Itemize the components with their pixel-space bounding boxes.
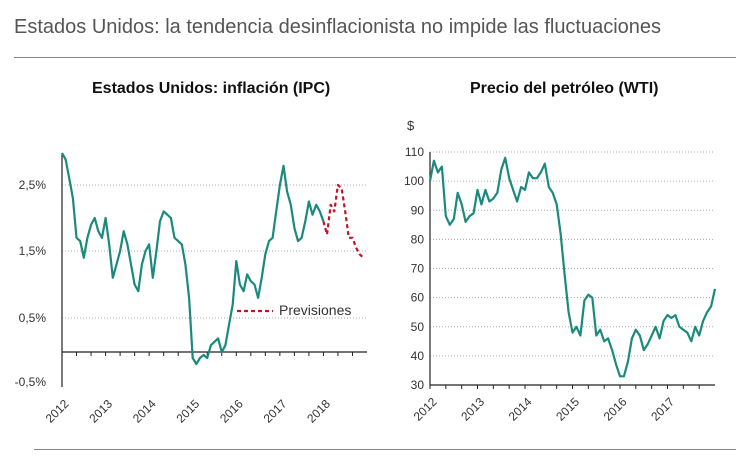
cpi-x-tick-label: 2014 — [130, 397, 159, 426]
oil-y-tick-label: 110 — [405, 145, 424, 159]
cpi-y-tick-label: 1,5% — [19, 244, 47, 258]
cpi-series-line — [61, 152, 325, 366]
cpi-x-tick-label: 2017 — [261, 397, 290, 426]
oil-series-line — [428, 156, 717, 378]
oil-x-tick-label: 2012 — [411, 395, 440, 424]
oil-y-tick-label: 50 — [411, 320, 425, 334]
bottom-divider — [34, 449, 736, 450]
oil-y-tick-label: 100 — [404, 174, 424, 188]
oil-x-tick-label: 2017 — [648, 395, 677, 424]
cpi-y-tick-label: 2,5% — [19, 178, 47, 192]
cpi-x-tick-label: 2015 — [173, 397, 202, 426]
cpi-x-tick-label: 2012 — [43, 397, 72, 426]
cpi-x-tick-label: 2016 — [217, 397, 246, 426]
oil-y-tick-label: 30 — [411, 378, 425, 392]
oil-chart: $110 100 90 80 70 60 50 40 30 2012 2013 2014 2015 201… — [404, 118, 717, 424]
oil-y-tick-label: 80 — [411, 232, 425, 246]
cpi-x-tick-label: 2018 — [304, 397, 333, 426]
oil-y-tick-label: 70 — [411, 262, 425, 276]
oil-y-tick-label: 90 — [411, 203, 425, 217]
oil-y-tick-label: 60 — [411, 291, 425, 305]
cpi-y-tick-label: -0,5% — [15, 375, 47, 389]
cpi-y-tick-label: 0,5% — [19, 311, 47, 325]
legend-forecast-label: Previsiones — [279, 302, 351, 318]
cpi-chart: 2,5% 1,5% 0,5% -0,5% 2012 2013 2014 2015 2016 201… — [15, 152, 367, 426]
oil-x-tick-label: 2015 — [553, 395, 582, 424]
cpi-chart-title: Estados Unidos: inflación (IPC) — [92, 80, 331, 97]
oil-x-tick-label: 2014 — [506, 395, 535, 424]
oil-x-tick-label: 2013 — [458, 395, 487, 424]
oil-x-tick-label: 2016 — [601, 395, 630, 424]
cpi-x-tick-label: 2013 — [86, 397, 115, 426]
oil-y-tick-label: 40 — [411, 349, 425, 363]
main-title: Estados Unidos: la tendencia desinflacio… — [14, 16, 662, 38]
top-divider — [14, 57, 736, 58]
oil-chart-title: Precio del petróleo (WTI) — [470, 80, 659, 97]
oil-y-axis-label: $ — [407, 118, 415, 133]
cpi-forecast-line — [322, 183, 365, 259]
